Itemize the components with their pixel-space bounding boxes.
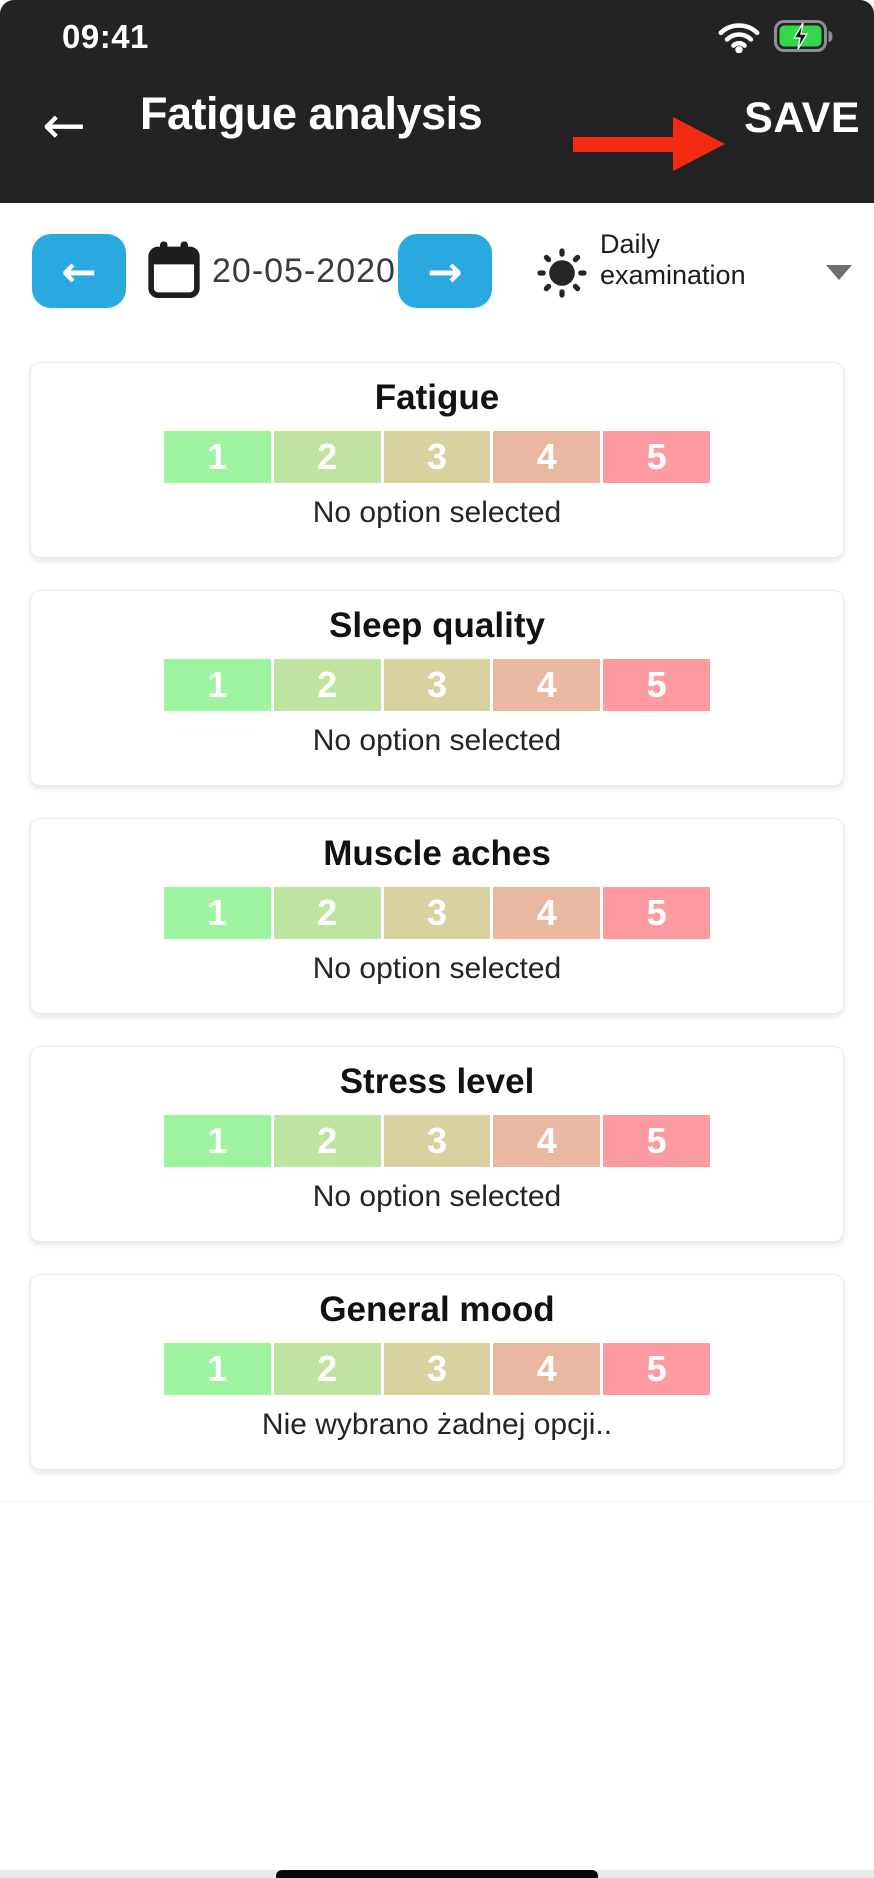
rating-scale: 1 2 3 4 5 bbox=[164, 659, 710, 711]
rating-option-2[interactable]: 2 bbox=[273, 431, 381, 483]
page-title: Fatigue analysis bbox=[140, 88, 483, 139]
rating-option-3[interactable]: 3 bbox=[383, 1343, 491, 1395]
rating-option-1[interactable]: 1 bbox=[164, 1343, 271, 1395]
rating-scale: 1 2 3 4 5 bbox=[164, 1115, 710, 1167]
card-muscle-aches: Muscle aches 1 2 3 4 5 No option selecte… bbox=[30, 818, 844, 1014]
arrow-right-icon: → bbox=[427, 246, 463, 296]
card-title: Sleep quality bbox=[329, 606, 545, 645]
rating-option-2[interactable]: 2 bbox=[273, 1115, 381, 1167]
wifi-icon bbox=[718, 21, 760, 53]
selection-status: Nie wybrano żadnej opcji.. bbox=[261, 1408, 613, 1441]
back-button[interactable]: ← bbox=[34, 94, 94, 158]
rating-option-5[interactable]: 5 bbox=[603, 1115, 710, 1167]
red-annotation-arrow-icon bbox=[573, 117, 725, 171]
back-arrow-icon: ← bbox=[42, 96, 86, 156]
card-fatigue: Fatigue 1 2 3 4 5 No option selected bbox=[30, 362, 844, 558]
rating-scale: 1 2 3 4 5 bbox=[164, 431, 710, 483]
rating-option-5[interactable]: 5 bbox=[603, 659, 710, 711]
card-title: Muscle aches bbox=[323, 834, 551, 873]
previous-day-button[interactable]: ← bbox=[32, 234, 126, 308]
rating-option-3[interactable]: 3 bbox=[383, 1115, 491, 1167]
divider bbox=[0, 1501, 874, 1502]
rating-cards: Fatigue 1 2 3 4 5 No option selected Sle… bbox=[0, 352, 874, 1502]
rating-scale: 1 2 3 4 5 bbox=[164, 1343, 710, 1395]
rating-option-5[interactable]: 5 bbox=[603, 887, 710, 939]
rating-option-4[interactable]: 4 bbox=[493, 431, 601, 483]
top-bar: 09:41 ← Fatigue a bbox=[0, 0, 874, 203]
card-title: Stress level bbox=[339, 1062, 535, 1101]
battery-charging-icon bbox=[774, 20, 834, 54]
rating-option-4[interactable]: 4 bbox=[493, 1343, 601, 1395]
rating-option-2[interactable]: 2 bbox=[273, 659, 381, 711]
rating-option-2[interactable]: 2 bbox=[273, 1343, 381, 1395]
status-time: 09:41 bbox=[62, 18, 149, 55]
card-general-mood: General mood 1 2 3 4 5 Nie wybrano żadne… bbox=[30, 1274, 844, 1470]
rating-option-3[interactable]: 3 bbox=[383, 887, 491, 939]
rating-option-3[interactable]: 3 bbox=[383, 431, 491, 483]
card-title: Fatigue bbox=[374, 378, 500, 417]
rating-option-4[interactable]: 4 bbox=[493, 1115, 601, 1167]
date-toolbar: ← 20-05-2020 → bbox=[0, 203, 874, 353]
selection-status: No option selected bbox=[312, 952, 562, 985]
card-stress-level: Stress level 1 2 3 4 5 No option selecte… bbox=[30, 1046, 844, 1242]
rating-option-1[interactable]: 1 bbox=[164, 1115, 271, 1167]
home-indicator bbox=[276, 1870, 598, 1878]
arrow-left-icon: ← bbox=[61, 246, 97, 296]
save-button[interactable]: SAVE bbox=[744, 94, 860, 142]
rating-option-1[interactable]: 1 bbox=[164, 431, 271, 483]
card-title: General mood bbox=[319, 1290, 555, 1329]
selection-status: No option selected bbox=[312, 724, 562, 757]
rating-option-4[interactable]: 4 bbox=[493, 659, 601, 711]
status-icons bbox=[718, 20, 834, 54]
rating-option-1[interactable]: 1 bbox=[164, 887, 271, 939]
exam-type-label: Daily examination bbox=[600, 229, 746, 290]
next-day-button[interactable]: → bbox=[398, 234, 492, 308]
selection-status: No option selected bbox=[312, 496, 562, 529]
rating-option-4[interactable]: 4 bbox=[493, 887, 601, 939]
calendar-icon[interactable] bbox=[146, 239, 202, 301]
card-sleep-quality: Sleep quality 1 2 3 4 5 No option select… bbox=[30, 590, 844, 786]
rating-scale: 1 2 3 4 5 bbox=[164, 887, 710, 939]
rating-option-1[interactable]: 1 bbox=[164, 659, 271, 711]
chevron-down-icon bbox=[826, 265, 852, 280]
selection-status: No option selected bbox=[312, 1180, 562, 1213]
rating-option-3[interactable]: 3 bbox=[383, 659, 491, 711]
rating-option-5[interactable]: 5 bbox=[603, 1343, 710, 1395]
selected-date[interactable]: 20-05-2020 bbox=[212, 252, 396, 290]
rating-option-2[interactable]: 2 bbox=[273, 887, 381, 939]
bottom-strip bbox=[0, 1870, 874, 1878]
sun-icon bbox=[534, 245, 590, 301]
rating-option-5[interactable]: 5 bbox=[603, 431, 710, 483]
